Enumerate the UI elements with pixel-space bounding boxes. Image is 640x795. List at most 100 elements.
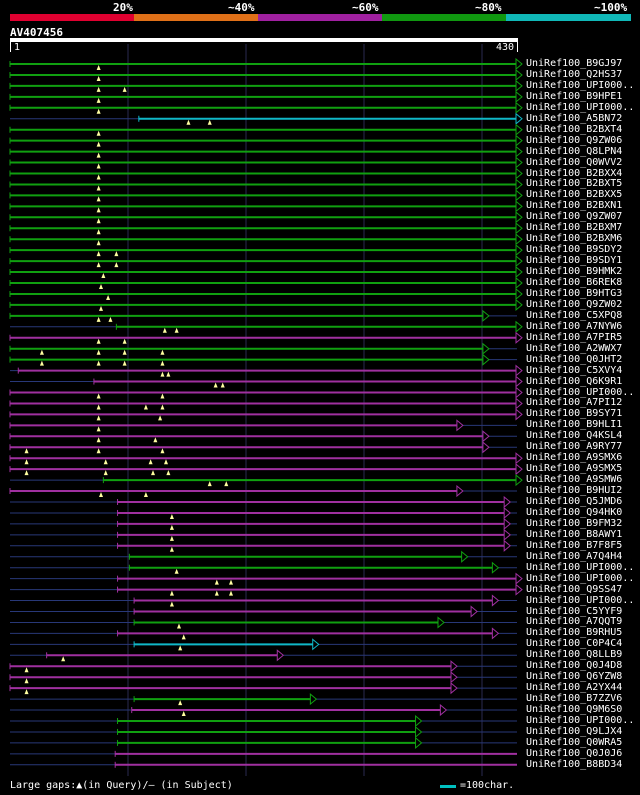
hit-end-arrow bbox=[515, 211, 523, 224]
hit-label[interactable]: UniRef100_A7NYW6 bbox=[526, 320, 623, 332]
gap-marker-icon bbox=[96, 393, 101, 399]
hit-end-arrow bbox=[515, 583, 523, 596]
hit-end-arrow bbox=[309, 693, 318, 706]
hit-label[interactable]: UniRef100_B2BXM7 bbox=[526, 222, 623, 234]
hit-label[interactable]: UniRef100_Q5JMD6 bbox=[526, 496, 623, 507]
hit-end-arrow bbox=[437, 616, 445, 629]
hit-label[interactable]: UniRef100_UPI000.. bbox=[526, 79, 635, 91]
hit-label[interactable]: UniRef100_C5XVY4 bbox=[526, 364, 623, 376]
hit-label[interactable]: UniRef100_C5XPQ8 bbox=[526, 309, 623, 321]
hit-label[interactable]: UniRef100_B9HUI2 bbox=[526, 485, 623, 497]
hit-end-arrow bbox=[503, 539, 511, 552]
hit-end-arrow bbox=[515, 386, 523, 399]
query-start-tick bbox=[10, 42, 11, 52]
hit-label[interactable]: UniRef100_B9SY71 bbox=[526, 408, 623, 420]
hit-label[interactable]: UniRef100_A7PIR5 bbox=[526, 331, 623, 343]
hit-end-arrow bbox=[515, 397, 523, 410]
hit-label[interactable]: UniRef100_A9SMX5 bbox=[526, 463, 623, 475]
color-bar-segment-40 bbox=[134, 14, 258, 21]
hit-label[interactable]: UniRef100_A7Q4H4 bbox=[526, 550, 623, 562]
gap-marker-icon bbox=[207, 481, 212, 487]
hit-label[interactable]: UniRef100_Q6K9R1 bbox=[526, 375, 623, 387]
hit-label[interactable]: UniRef100_Q8LPN4 bbox=[526, 145, 623, 157]
gap-marker-icon bbox=[103, 459, 108, 465]
gap-marker-icon bbox=[24, 667, 29, 673]
hit-label[interactable]: UniRef100_Q0J0J6 bbox=[526, 747, 623, 759]
hit-label[interactable]: UniRef100_Q9ZW06 bbox=[526, 134, 623, 146]
hit-label[interactable]: UniRef100_B9HLI1 bbox=[526, 419, 623, 431]
hit-label[interactable]: UniRef100_Q0JHT2 bbox=[526, 353, 623, 365]
hit-label[interactable]: UniRef100_UPI000.. bbox=[526, 594, 635, 606]
hit-label[interactable]: UniRef100_A2YX44 bbox=[526, 682, 623, 694]
hit-label[interactable]: UniRef100_B8AWY1 bbox=[526, 528, 623, 540]
hit-label[interactable]: UniRef100_Q9ZW07 bbox=[526, 211, 623, 223]
hit-end-arrow bbox=[503, 517, 511, 530]
hit-label[interactable]: UniRef100_B6REK8 bbox=[526, 277, 623, 288]
gap-marker-icon bbox=[96, 141, 101, 147]
hit-label[interactable]: UniRef100_B9HTG3 bbox=[526, 287, 623, 299]
hit-label[interactable]: UniRef100_B2BXX4 bbox=[526, 167, 623, 179]
hit-label[interactable]: UniRef100_Q6YZW8 bbox=[526, 671, 623, 683]
hit-label[interactable]: UniRef100_Q9LJX4 bbox=[526, 725, 623, 737]
hit-label[interactable]: UniRef100_B9RHU5 bbox=[526, 627, 623, 639]
gap-marker-icon bbox=[207, 119, 212, 125]
hit-label[interactable]: UniRef100_C5YYF9 bbox=[526, 605, 623, 617]
hit-label[interactable]: UniRef100_B9SDY2 bbox=[526, 244, 623, 256]
gap-marker-icon bbox=[114, 262, 119, 268]
hit-label[interactable]: UniRef100_B9FM32 bbox=[526, 517, 623, 529]
hit-label[interactable]: UniRef100_Q0WRA5 bbox=[526, 736, 623, 748]
hit-label[interactable]: UniRef100_B9GJ97 bbox=[526, 58, 623, 69]
hit-end-arrow bbox=[515, 572, 523, 585]
color-bar-segment-80 bbox=[382, 14, 506, 21]
hit-label[interactable]: UniRef100_A9SMW6 bbox=[526, 474, 623, 486]
hit-label[interactable]: UniRef100_Q0J4D8 bbox=[526, 660, 623, 672]
hit-label[interactable]: UniRef100_Q0WVV2 bbox=[526, 156, 623, 168]
hit-label[interactable]: UniRef100_Q9SS47 bbox=[526, 583, 623, 595]
hit-label[interactable]: UniRef100_Q2HS37 bbox=[526, 68, 623, 80]
color-bar-segment-20 bbox=[10, 14, 134, 21]
hit-label[interactable]: UniRef100_UPI000.. bbox=[526, 386, 635, 398]
hit-label[interactable]: UniRef100_B8BD34 bbox=[526, 758, 623, 770]
hit-label[interactable]: UniRef100_A9RY77 bbox=[526, 441, 623, 453]
hit-label[interactable]: UniRef100_Q8LLB9 bbox=[526, 649, 623, 661]
hit-label[interactable]: UniRef100_UPI000.. bbox=[526, 715, 635, 726]
hit-label[interactable]: UniRef100_C0P4C4 bbox=[526, 638, 623, 650]
gap-marker-icon bbox=[103, 470, 108, 476]
hit-label[interactable]: UniRef100_B2BXT4 bbox=[526, 123, 623, 135]
hit-label[interactable]: UniRef100_A7PI12 bbox=[526, 397, 623, 409]
hit-label[interactable]: UniRef100_A9SMX6 bbox=[526, 452, 623, 464]
hit-label[interactable]: UniRef100_UPI000.. bbox=[526, 561, 635, 573]
gap-marker-icon bbox=[96, 349, 101, 355]
hit-label[interactable]: UniRef100_B7F8F5 bbox=[526, 539, 623, 551]
gap-marker-icon bbox=[148, 459, 153, 465]
hit-label[interactable]: UniRef100_B2BXN1 bbox=[526, 200, 623, 212]
gap-marker-icon bbox=[160, 349, 165, 355]
hit-label[interactable]: UniRef100_UPI000.. bbox=[526, 101, 635, 113]
hit-label[interactable]: UniRef100_B9SDY1 bbox=[526, 255, 623, 267]
color-bar-segment-60 bbox=[258, 14, 382, 21]
hit-label[interactable]: UniRef100_Q94HK0 bbox=[526, 506, 623, 518]
hit-label[interactable]: UniRef100_Q4KSL4 bbox=[526, 430, 623, 442]
hit-label[interactable]: UniRef100_A2WWX7 bbox=[526, 342, 623, 354]
gap-marker-icon bbox=[96, 404, 101, 410]
hit-label[interactable]: UniRef100_B7ZZV6 bbox=[526, 693, 623, 705]
hit-label[interactable]: UniRef100_Q9ZW02 bbox=[526, 298, 623, 310]
gap-marker-icon bbox=[106, 294, 111, 300]
gap-marker-icon bbox=[122, 86, 127, 92]
gap-marker-icon bbox=[166, 470, 171, 476]
hit-label[interactable]: UniRef100_B2BXT5 bbox=[526, 178, 623, 190]
gap-marker-icon bbox=[160, 371, 165, 377]
hit-end-arrow bbox=[515, 233, 523, 246]
hit-label[interactable]: UniRef100_A5BN72 bbox=[526, 112, 623, 124]
hit-label[interactable]: UniRef100_B2BXX5 bbox=[526, 189, 623, 201]
hit-label[interactable]: UniRef100_B9HPE1 bbox=[526, 90, 623, 102]
hit-label[interactable]: UniRef100_B9HMK2 bbox=[526, 266, 623, 278]
hit-label[interactable]: UniRef100_A7QQT9 bbox=[526, 616, 623, 628]
hit-end-arrow bbox=[450, 671, 458, 684]
hit-label[interactable]: UniRef100_UPI000.. bbox=[526, 572, 635, 584]
hit-label[interactable]: UniRef100_B2BXM6 bbox=[526, 233, 623, 245]
gap-marker-icon bbox=[164, 459, 168, 465]
gap-marker-icon bbox=[24, 689, 29, 695]
hit-label[interactable]: UniRef100_Q9M6S0 bbox=[526, 704, 623, 716]
